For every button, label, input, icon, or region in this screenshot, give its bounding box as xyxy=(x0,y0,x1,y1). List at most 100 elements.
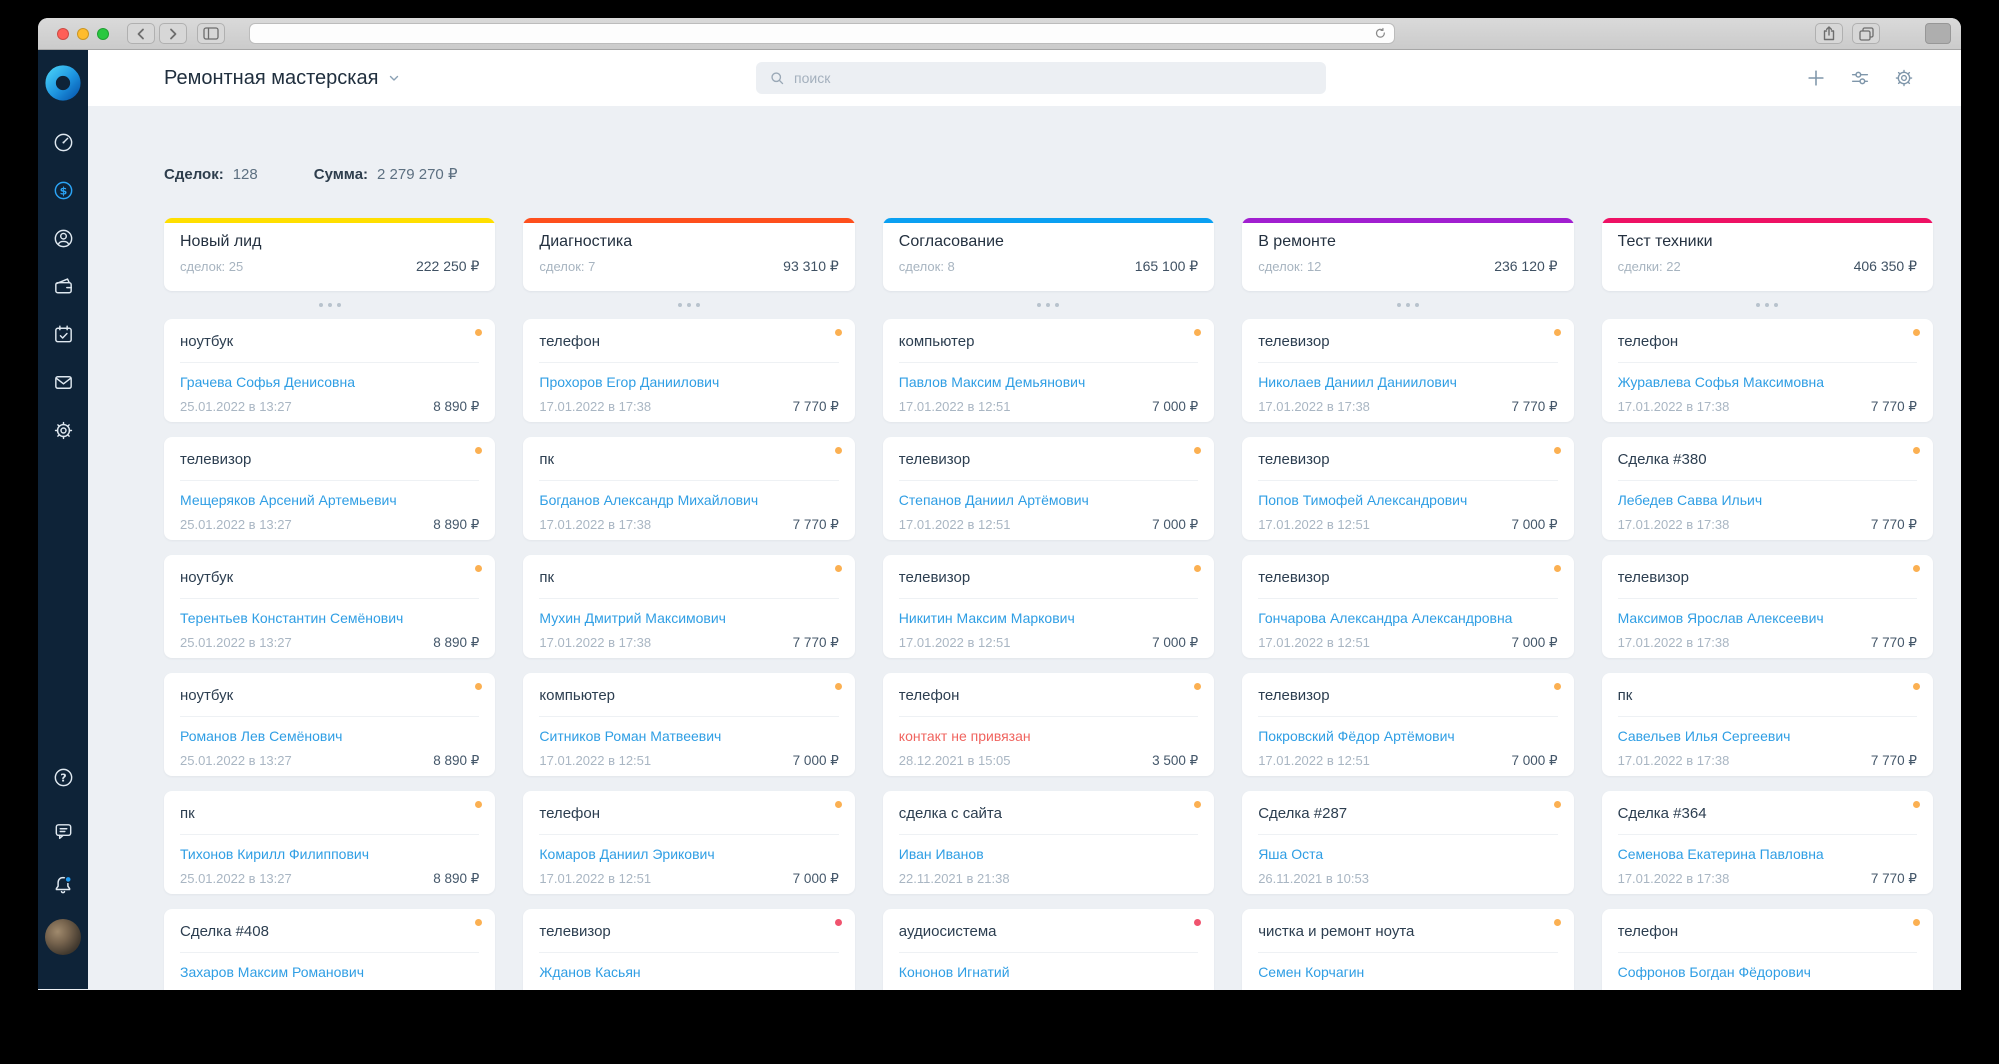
deal-contact-link[interactable]: Максимов Ярослав Алексеевич xyxy=(1617,610,1824,626)
deal-contact-link[interactable]: Иван Иванов xyxy=(898,846,984,862)
deal-contact-link[interactable]: Семенова Екатерина Павловна xyxy=(1617,846,1824,862)
deal-card[interactable]: пк Тихонов Кирилл Филиппович 25.01.2022 … xyxy=(164,791,496,894)
deal-contact-link[interactable]: Жданов Касьян xyxy=(539,964,641,980)
deal-contact-link[interactable]: Тихонов Кирилл Филиппович xyxy=(180,846,369,862)
window-close-button[interactable] xyxy=(57,27,69,40)
browser-back-button[interactable] xyxy=(127,23,155,44)
deal-card[interactable]: телевизор Николаев Даниил Даниилович 17.… xyxy=(1242,319,1574,422)
deal-card[interactable]: пк Богданов Александр Михайлович 17.01.2… xyxy=(523,437,855,540)
sidebar-item-calendar[interactable] xyxy=(39,310,87,358)
deal-contact-link[interactable]: Попов Тимофей Александрович xyxy=(1258,492,1468,508)
deal-card[interactable]: телевизор Мещеряков Арсений Артемьевич 2… xyxy=(164,437,496,540)
amocrm-logo-icon[interactable] xyxy=(44,64,82,102)
deal-contact-link[interactable]: Мухин Дмитрий Максимович xyxy=(539,610,726,626)
deal-card[interactable]: компьютер Ситников Роман Матвеевич 17.01… xyxy=(523,673,855,776)
search-bar[interactable] xyxy=(756,62,1326,94)
deal-contact-link[interactable]: Терентьев Константин Семёнович xyxy=(180,610,404,626)
deal-card[interactable]: телевизор Степанов Даниил Артёмович 17.0… xyxy=(882,437,1215,540)
deal-card[interactable]: аудиосистема Кононов Игнатий 01.07.2021 … xyxy=(882,909,1215,990)
deal-contact-link[interactable]: Прохоров Егор Даниилович xyxy=(539,374,720,390)
filter-button[interactable] xyxy=(1849,67,1871,89)
deal-card[interactable]: чистка и ремонт ноута Семен Корчагин 17.… xyxy=(1242,909,1574,990)
deal-card[interactable]: пк Мухин Дмитрий Максимович 17.01.2022 в… xyxy=(523,555,855,658)
deal-card[interactable]: ноутбук Терентьев Константин Семёнович 2… xyxy=(164,555,496,658)
deal-contact-link[interactable]: Павлов Максим Демьянович xyxy=(898,374,1086,390)
deal-card[interactable]: сделка с сайта Иван Иванов 22.11.2021 в … xyxy=(882,791,1215,894)
sidebar-item-wallet[interactable] xyxy=(39,262,87,310)
deal-contact-link[interactable]: Журавлева Софья Максимовна xyxy=(1617,374,1825,390)
user-avatar[interactable] xyxy=(45,919,81,955)
deal-contact-link[interactable]: Комаров Даниил Эрикович xyxy=(539,846,715,862)
reload-icon[interactable] xyxy=(1374,27,1387,40)
deal-contact-link[interactable]: Романов Лев Семёнович xyxy=(180,728,343,744)
deal-contact-link[interactable]: Ситников Роман Матвеевич xyxy=(539,728,722,744)
deal-card[interactable]: Сделка #380 Лебедев Савва Ильич 17.01.20… xyxy=(1601,437,1933,540)
column-header[interactable]: Согласование сделок: 8 165 100 ₽ xyxy=(882,218,1215,291)
add-deal-button[interactable] xyxy=(1805,67,1827,89)
deal-contact-link[interactable]: Степанов Даниил Артёмович xyxy=(898,492,1089,508)
board-settings-button[interactable] xyxy=(1893,67,1915,89)
deal-card[interactable]: телевизор Жданов Касьян 01.07.2021 в 13:… xyxy=(523,909,855,990)
deal-card[interactable]: телефон Софронов Богдан Фёдорович 17.01.… xyxy=(1601,909,1933,990)
deal-contact-link[interactable]: Захаров Максим Романович xyxy=(180,964,364,980)
deal-card[interactable]: телефон контакт не привязан 28.12.2021 в… xyxy=(882,673,1215,776)
window-minimize-button[interactable] xyxy=(77,27,89,40)
sidebar-item-deals[interactable]: $ xyxy=(39,166,87,214)
sidebar-item-contacts[interactable] xyxy=(39,214,87,262)
column-menu-button[interactable] xyxy=(523,291,854,319)
deal-contact-link[interactable]: Мещеряков Арсений Артемьевич xyxy=(180,492,397,508)
browser-tabs-overview-button[interactable] xyxy=(1852,23,1880,44)
deal-card[interactable]: Сделка #364 Семенова Екатерина Павловна … xyxy=(1601,791,1933,894)
column-menu-button[interactable] xyxy=(1602,291,1933,319)
sidebar-item-dashboard[interactable] xyxy=(39,118,87,166)
deal-contact-link[interactable]: Грачева Софья Денисовна xyxy=(180,374,355,390)
deal-contact-link[interactable]: Яша Оста xyxy=(1258,846,1324,862)
deal-contact-link[interactable]: Никитин Максим Маркович xyxy=(898,610,1075,626)
column-menu-button[interactable] xyxy=(164,291,495,319)
column-menu-button[interactable] xyxy=(1242,291,1573,319)
search-input[interactable] xyxy=(794,70,1314,86)
deal-contact-link[interactable]: Савельев Илья Сергеевич xyxy=(1617,728,1791,744)
deal-contact-link[interactable]: Семен Корчагин xyxy=(1258,964,1365,980)
sidebar-item-mail[interactable] xyxy=(39,358,87,406)
sidebar-item-chat[interactable] xyxy=(39,811,87,851)
deal-contact-link[interactable]: контакт не привязан xyxy=(898,728,1031,744)
deal-contact-link[interactable]: Гончарова Александра Александровна xyxy=(1258,610,1513,626)
address-bar[interactable] xyxy=(249,23,1395,44)
deal-contact-link[interactable]: Лебедев Савва Ильич xyxy=(1617,492,1763,508)
deal-contact-link[interactable]: Богданов Александр Михайлович xyxy=(539,492,759,508)
column-header[interactable]: Тест техники сделки: 22 406 350 ₽ xyxy=(1601,218,1933,291)
deal-card[interactable]: компьютер Павлов Максим Демьянович 17.01… xyxy=(882,319,1215,422)
column-header[interactable]: Диагностика сделок: 7 93 310 ₽ xyxy=(523,218,855,291)
column-header[interactable]: Новый лид сделок: 25 222 250 ₽ xyxy=(164,218,496,291)
deal-contact-link[interactable]: Николаев Даниил Даниилович xyxy=(1258,374,1457,390)
deal-card[interactable]: телевизор Попов Тимофей Александрович 17… xyxy=(1242,437,1574,540)
browser-share-button[interactable] xyxy=(1815,23,1843,44)
deal-card[interactable]: телевизор Покровский Фёдор Артёмович 17.… xyxy=(1242,673,1574,776)
window-fullscreen-button[interactable] xyxy=(97,27,109,40)
deal-contact-link[interactable]: Кононов Игнатий xyxy=(898,964,1010,980)
deal-card[interactable]: Сделка #287 Яша Оста 26.11.2021 в 10:53 xyxy=(1242,791,1574,894)
deal-card[interactable]: телефон Комаров Даниил Эрикович 17.01.20… xyxy=(523,791,855,894)
deal-card[interactable]: телефон Прохоров Егор Даниилович 17.01.2… xyxy=(523,319,855,422)
sidebar-item-help[interactable]: ? xyxy=(39,757,87,797)
deal-card[interactable]: телевизор Максимов Ярослав Алексеевич 17… xyxy=(1601,555,1933,658)
deal-card[interactable]: пк Савельев Илья Сергеевич 17.01.2022 в … xyxy=(1601,673,1933,776)
deal-card[interactable]: телевизор Гончарова Александра Александр… xyxy=(1242,555,1574,658)
deal-card[interactable]: Сделка #408 Захаров Максим Романович 25.… xyxy=(164,909,496,990)
deal-contact-link[interactable]: Софронов Богдан Фёдорович xyxy=(1617,964,1811,980)
sidebar-item-notifications[interactable] xyxy=(39,865,87,905)
deal-card[interactable]: телевизор Никитин Максим Маркович 17.01.… xyxy=(882,555,1215,658)
deal-card[interactable]: телефон Журавлева Софья Максимовна 17.01… xyxy=(1601,319,1933,422)
column-menu-button[interactable] xyxy=(883,291,1214,319)
workspace-switcher[interactable]: Ремонтная мастерская xyxy=(164,67,444,90)
browser-forward-button[interactable] xyxy=(159,23,187,44)
sidebar-item-settings[interactable] xyxy=(39,406,87,454)
deal-contact-link[interactable]: Покровский Фёдор Артёмович xyxy=(1258,728,1455,744)
deal-title: телевизор xyxy=(898,568,1199,599)
new-tab-button[interactable] xyxy=(1925,23,1951,44)
browser-sidebar-toggle-button[interactable] xyxy=(197,23,225,44)
deal-card[interactable]: ноутбук Романов Лев Семёнович 25.01.2022… xyxy=(164,673,496,776)
column-header[interactable]: В ремонте сделок: 12 236 120 ₽ xyxy=(1242,218,1574,291)
deal-card[interactable]: ноутбук Грачева Софья Денисовна 25.01.20… xyxy=(164,319,496,422)
